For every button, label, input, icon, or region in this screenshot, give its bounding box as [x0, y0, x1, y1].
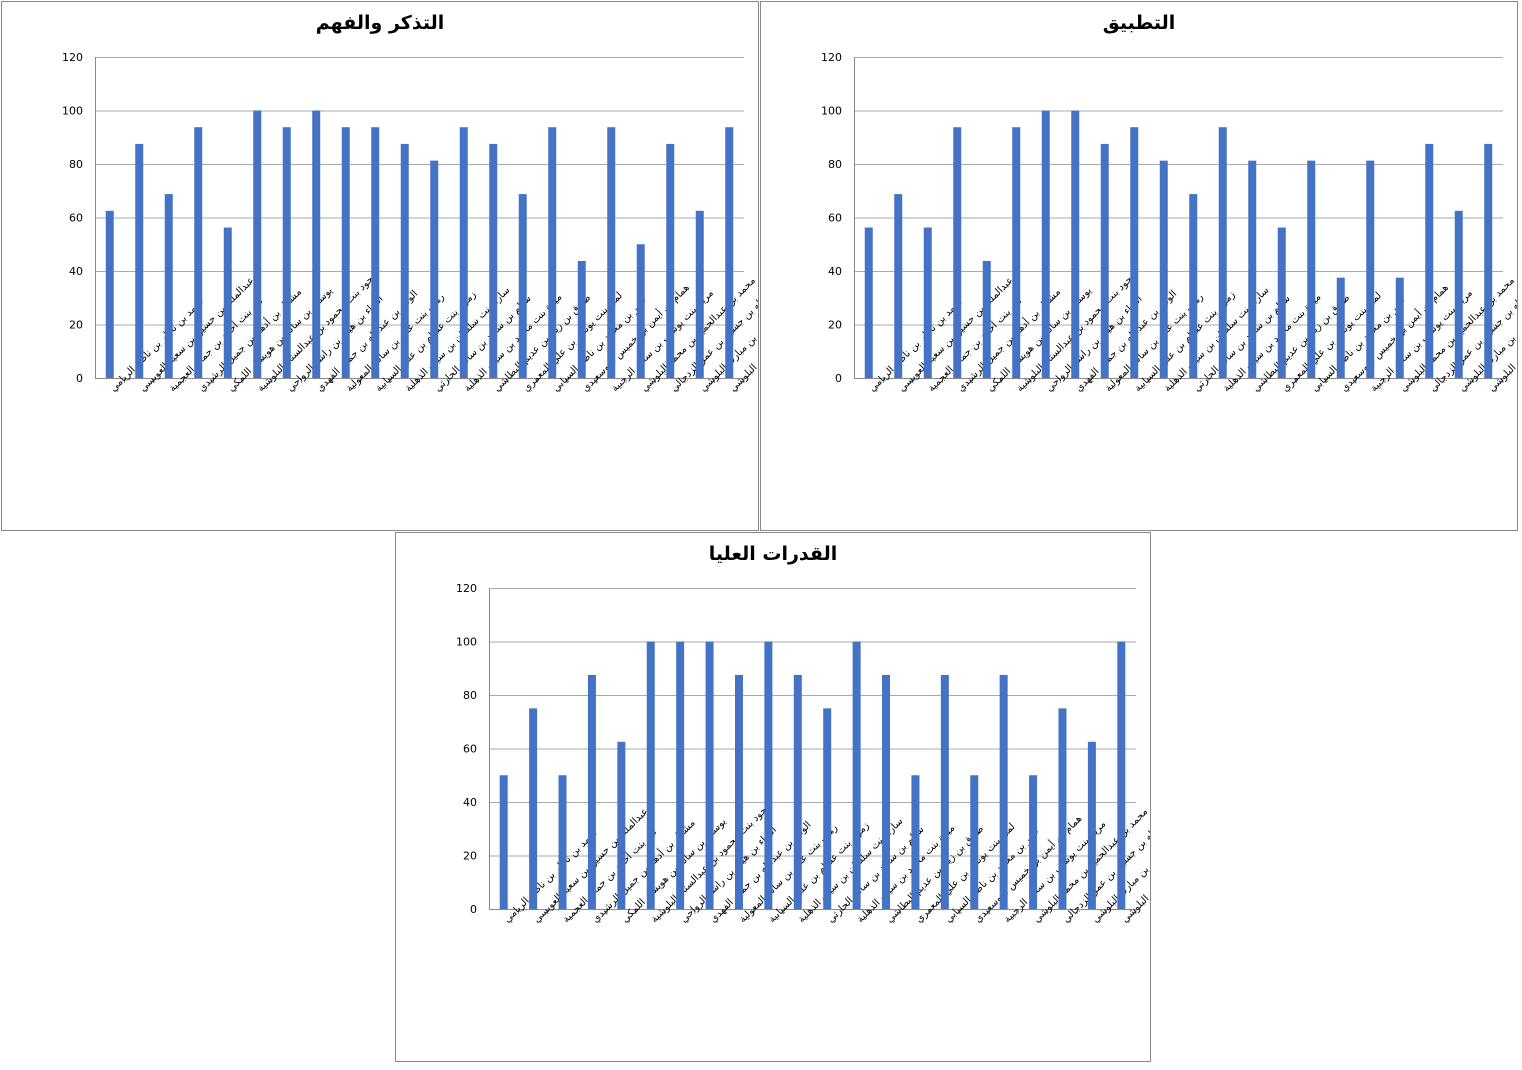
bar — [734, 674, 743, 909]
y-tick-label: 80 — [463, 689, 477, 702]
bar — [607, 127, 616, 378]
y-tick-label: 40 — [828, 265, 842, 278]
bar — [1395, 277, 1404, 378]
bar — [1058, 708, 1067, 909]
bar — [725, 127, 734, 378]
bar — [1454, 210, 1463, 378]
y-tick-label: 100 — [456, 636, 477, 649]
chart-higher-abilities: القدرات العليا 0 20 40 60 80 100 120 أحمد بن نا… — [395, 532, 1151, 1062]
bar — [705, 641, 714, 909]
bar — [953, 127, 962, 378]
bar — [1087, 741, 1096, 909]
y-tick-label: 60 — [828, 212, 842, 225]
bar — [1425, 143, 1434, 378]
bar — [1248, 160, 1257, 378]
y-tick-label: 60 — [69, 212, 83, 225]
bar — [999, 674, 1008, 909]
bar — [135, 143, 144, 378]
bar — [676, 641, 685, 909]
y-tick-label: 20 — [463, 850, 477, 863]
bar — [852, 641, 861, 909]
y-tick-label: 40 — [463, 796, 477, 809]
bar — [282, 127, 291, 378]
bar — [587, 674, 596, 909]
bar — [940, 674, 949, 909]
bar — [970, 775, 979, 909]
bar — [823, 708, 832, 909]
chart-title: القدرات العليا — [708, 543, 838, 565]
bar — [864, 227, 873, 378]
bar — [1189, 194, 1198, 378]
bar — [499, 775, 508, 909]
chart-title: التطبيق — [1102, 12, 1176, 34]
x-tick-label: همام بن أيمن بن خميس البوسعيدي — [971, 812, 1084, 925]
bar — [764, 641, 773, 909]
y-tick-label: 80 — [828, 158, 842, 171]
y-tick-label: 20 — [69, 319, 83, 332]
y-tick-label: 0 — [76, 372, 83, 385]
y-tick-label: 100 — [821, 105, 842, 118]
y-tick-label: 20 — [828, 319, 842, 332]
bar — [1029, 775, 1038, 909]
bar — [646, 641, 655, 909]
bar — [1277, 227, 1286, 378]
x-tick-label: همام بن أيمن بن خميس البوسعيدي — [579, 281, 692, 394]
bar — [793, 674, 802, 909]
y-tick-label: 60 — [463, 743, 477, 756]
y-tick-label: 120 — [62, 51, 83, 64]
bar — [529, 708, 538, 909]
bar — [489, 143, 498, 378]
bar — [253, 110, 262, 378]
bar — [882, 674, 891, 909]
bar — [558, 775, 567, 909]
bar — [1159, 160, 1168, 378]
bar — [894, 194, 903, 378]
bar — [459, 127, 468, 378]
bar — [1130, 127, 1139, 378]
bar — [194, 127, 203, 378]
chart-title: التذكر والفهم — [315, 12, 445, 34]
bar — [430, 160, 439, 378]
bar — [1041, 110, 1050, 378]
y-tick-label: 80 — [69, 158, 83, 171]
chart-remember-understand: التذكر والفهم 0 20 40 60 80 100 120 أحمد بن ناظ… — [1, 1, 759, 531]
bar — [1336, 277, 1345, 378]
bar — [1100, 143, 1109, 378]
y-tick-label: 120 — [456, 582, 477, 595]
bar — [400, 143, 409, 378]
bar — [695, 210, 704, 378]
bar — [982, 260, 991, 378]
chart-application: التطبيق 0 20 40 60 80 100 120 أحمد بن ناظر بن ن… — [760, 1, 1518, 531]
bar — [105, 210, 114, 378]
bar — [923, 227, 932, 378]
bar — [223, 227, 232, 378]
bar — [666, 143, 675, 378]
y-tick-label: 120 — [821, 51, 842, 64]
bar — [617, 741, 626, 909]
bar — [371, 127, 380, 378]
y-tick-label: 100 — [62, 105, 83, 118]
bar — [1307, 160, 1316, 378]
bar — [1012, 127, 1021, 378]
bar — [636, 244, 645, 378]
bar — [1117, 641, 1126, 909]
bar — [164, 194, 173, 378]
bar — [312, 110, 321, 378]
bar — [1218, 127, 1227, 378]
x-tick-label: همام بن أيمن بن خميس البوسعيدي — [1338, 281, 1451, 394]
y-tick-label: 0 — [470, 903, 477, 916]
bar — [1071, 110, 1080, 378]
bar — [577, 260, 586, 378]
bar — [1366, 160, 1375, 378]
bar — [911, 775, 920, 909]
y-tick-label: 0 — [835, 372, 842, 385]
y-tick-label: 40 — [69, 265, 83, 278]
bar — [1484, 143, 1493, 378]
bar — [518, 194, 527, 378]
bar — [548, 127, 557, 378]
bar — [341, 127, 350, 378]
